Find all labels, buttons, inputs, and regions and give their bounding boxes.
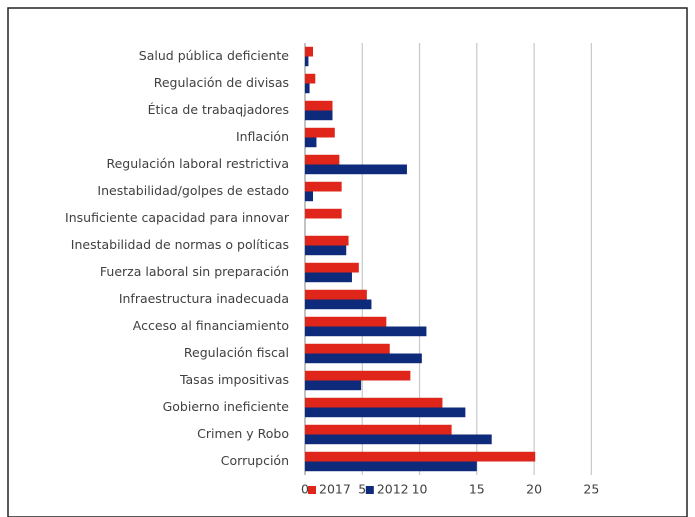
bar [305,208,342,219]
y-tick-label: Regulación fiscal [184,345,289,360]
x-tick-label: 0 [301,482,309,497]
bar [305,343,390,354]
bar [305,461,477,472]
y-tick-label: Insuficiente capacidad para innovar [65,210,290,225]
bar [305,397,443,408]
bar [305,272,352,283]
legend-label: 2017 [319,482,351,497]
bar [305,154,340,165]
bar [305,289,367,300]
y-tick-label: Fuerza laboral sin preparación [100,264,289,279]
y-tick-label: Infraestructura inadecuada [119,291,289,306]
bar [305,56,309,67]
bar [305,299,372,310]
bar [305,46,314,57]
y-tick-label: Regulación laboral restrictiva [106,156,289,171]
y-tick-label: Inflación [236,129,289,144]
legend-label: 2012 [377,482,409,497]
bar [305,262,359,273]
x-tick-label: 15 [469,482,485,497]
bar [305,451,536,462]
y-tick-label: Ética de trabaqjadores [148,102,289,117]
y-tick-label: Gobierno ineficiente [163,399,290,414]
y-tick-label: Inestabilidad/golpes de estado [97,183,289,198]
bar [305,353,422,364]
x-tick-label: 25 [583,482,599,497]
bar [305,137,317,148]
y-tick-label: Tasas impositivas [179,372,289,387]
bar [305,316,387,327]
y-tick-label: Salud pública deficiente [139,48,289,63]
bar [305,235,349,246]
bar [305,100,333,111]
bar [305,434,492,445]
bar [305,83,310,94]
bar [305,370,411,381]
y-tick-label: Crimen y Robo [197,426,289,441]
y-tick-label: Acceso al financiamiento [133,318,289,333]
y-tick-label: Corrupción [221,453,289,468]
bar [305,110,333,121]
bar [305,407,466,418]
x-tick-label: 5 [358,482,366,497]
bar [305,424,452,435]
bar [305,380,362,391]
bar [305,73,316,84]
x-tick-label: 20 [526,482,542,497]
bar [305,181,342,192]
bar [305,191,314,202]
bar [305,164,407,175]
y-tick-label: Inestabilidad de normas o políticas [71,237,289,252]
legend-swatch [308,486,316,494]
legend-swatch [365,486,374,494]
x-tick-label: 10 [412,482,428,497]
bar [305,127,335,138]
bar [305,245,347,256]
y-tick-label: Regulación de divisas [154,75,289,90]
bar [305,326,427,337]
